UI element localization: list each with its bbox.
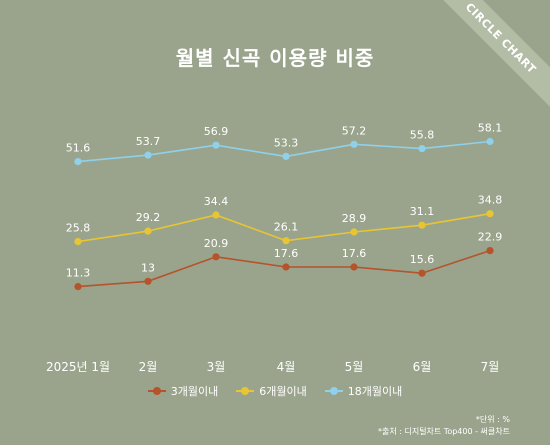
x-tick-label: 3월	[207, 360, 226, 374]
series-2-data-label: 31.1	[410, 205, 435, 218]
legend-label: 18개월이내	[347, 385, 403, 398]
series-2-point	[486, 210, 494, 218]
series-2-data-label: 25.8	[66, 222, 91, 235]
series-2-point	[350, 228, 358, 236]
series-1-data-label: 51.6	[66, 142, 91, 155]
x-tick-label: 7월	[481, 360, 500, 374]
x-tick-label: 2월	[139, 360, 158, 374]
series-1-data-label: 53.7	[136, 135, 161, 148]
series-1-data-label: 57.2	[342, 124, 367, 137]
series-2-point	[418, 221, 426, 229]
series-2-point	[212, 211, 220, 219]
series-1-point	[212, 141, 220, 149]
chart-title: 월별 신곡 이용량 비중	[175, 46, 375, 70]
legend-item: 18개월이내	[324, 383, 403, 399]
unit-note: *단위 : %	[475, 415, 510, 424]
series-1-data-label: 55.8	[410, 129, 435, 142]
series-1-point	[74, 158, 82, 166]
legend-swatch	[147, 387, 166, 395]
series-1-data-label: 58.1	[478, 122, 503, 135]
series-3-data-label: 22.9	[478, 231, 503, 244]
series-1-point	[486, 137, 494, 146]
series-3-point	[486, 247, 494, 255]
series-2-data-label: 34.4	[204, 195, 229, 208]
series-2-data-label: 28.9	[342, 212, 367, 225]
series-3-data-label: 17.6	[342, 247, 367, 260]
series-3-data-label: 13	[141, 261, 155, 274]
series-2-point	[74, 238, 82, 246]
series-3-data-label: 15.6	[410, 253, 435, 266]
series-2-data-label: 29.2	[136, 211, 161, 224]
series-1-point	[350, 140, 358, 148]
source-note: *출처 : 디지털차트 Top400 - 써클차트	[377, 427, 510, 436]
x-tick-label: 2025년 1월	[46, 360, 110, 374]
series-3-point	[350, 263, 358, 271]
legend-swatch	[324, 387, 343, 395]
x-tick-label: 5월	[345, 360, 364, 374]
x-tick-label: 6월	[413, 360, 432, 374]
series-3-point	[418, 269, 426, 277]
series-1-point	[282, 152, 290, 160]
series-2-point	[144, 227, 152, 235]
series-3-data-label: 20.9	[204, 237, 229, 250]
series-3-point	[212, 253, 220, 261]
series-3-point	[144, 277, 152, 285]
series-2-point	[282, 237, 290, 245]
series-1-point	[144, 151, 152, 159]
series-1-data-label: 53.3	[274, 136, 299, 149]
x-tick-label: 4월	[277, 360, 296, 374]
series-2-data-label: 26.1	[274, 221, 299, 234]
series-3-point	[282, 263, 290, 271]
legend-label: 6개월이내	[259, 385, 307, 398]
legend-item: 3개월이내	[147, 383, 219, 399]
legend-item: 6개월이내	[236, 383, 307, 399]
chart-legend: 3개월이내 6개월이내 18개월이내	[0, 383, 550, 399]
series-3-data-label: 11.3	[66, 267, 91, 280]
legend-label: 3개월이내	[170, 385, 219, 398]
legend-swatch	[236, 387, 255, 395]
series-3-point	[74, 283, 82, 291]
series-3-data-label: 17.6	[274, 247, 299, 260]
series-1-data-label: 56.9	[204, 125, 229, 138]
series-1-point	[418, 145, 426, 153]
series-2-data-label: 34.8	[478, 194, 503, 207]
